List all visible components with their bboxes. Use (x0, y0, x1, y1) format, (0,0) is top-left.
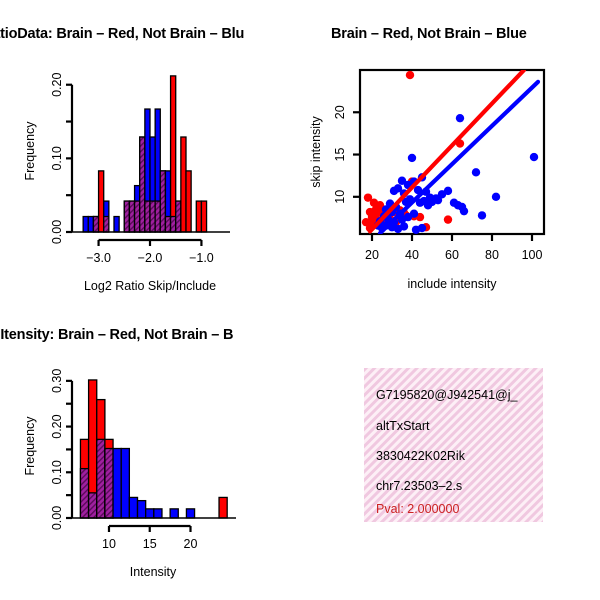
svg-text:0.20: 0.20 (50, 73, 64, 97)
svg-text:Frequency: Frequency (23, 416, 37, 476)
scatter-panel: 10 15 20 20 40 60 80 100 include intensity skip i… (300, 48, 600, 308)
svg-text:Log2 Ratio Skip/Include: Log2 Ratio Skip/Include (84, 279, 216, 293)
info-line-pval: Pval: 2.000000 (376, 502, 460, 516)
info-line-3: 3830422K02Rik (376, 449, 465, 463)
svg-text:−3.0: −3.0 (86, 251, 111, 265)
svg-text:40: 40 (405, 248, 419, 262)
svg-text:10: 10 (102, 537, 116, 551)
svg-text:Intensity: Intensity (130, 565, 177, 579)
gene-info-panel: G7195820@J942541@j_ altTxStart 3830422K0… (364, 368, 543, 522)
svg-text:10: 10 (333, 190, 347, 204)
svg-text:15: 15 (143, 537, 157, 551)
svg-text:20: 20 (365, 248, 379, 262)
svg-text:60: 60 (445, 248, 459, 262)
info-line-2: altTxStart (376, 419, 430, 433)
svg-text:0.10: 0.10 (50, 146, 64, 170)
svg-text:skip intensity: skip intensity (309, 115, 323, 187)
gene-intensity-panel: 0.00 0.10 0.20 0.30 10 15 20 Intensity Frequency (0, 350, 300, 600)
ratio-histogram-panel: 0.00 0.10 0.20 −3.0 −2.0 −1.0 Log2 Ratio Skip/… (0, 48, 300, 308)
svg-text:100: 100 (522, 248, 543, 262)
gene-intensity-title: ne Itensity: Brain – Red, Not Brain – B (0, 327, 234, 343)
svg-text:Frequency: Frequency (23, 121, 37, 181)
info-line-4: chr7.23503–2.s (376, 479, 463, 493)
svg-text:−1.0: −1.0 (189, 251, 214, 265)
info-panel-hatch (364, 368, 543, 522)
svg-text:0.30: 0.30 (50, 369, 64, 393)
svg-text:20: 20 (333, 105, 347, 119)
ratio-histogram-title: RatioData: Brain – Red, Not Brain – Blu (0, 26, 245, 42)
info-line-1: G7195820@J942541@j_ (376, 388, 518, 402)
svg-text:15: 15 (333, 148, 347, 162)
svg-text:80: 80 (485, 248, 499, 262)
svg-text:0.00: 0.00 (50, 506, 64, 530)
gene-intensity-svg: 0.00 0.10 0.20 0.30 10 15 20 Intensity Frequency (23, 369, 236, 579)
scatter-svg: 10 15 20 20 40 60 80 100 include intensity skip i… (309, 68, 546, 291)
svg-text:20: 20 (184, 537, 198, 551)
svg-text:0.20: 0.20 (50, 414, 64, 438)
scatter-title: Brain – Red, Not Brain – Blue (331, 26, 527, 42)
ratio-histogram-svg: 0.00 0.10 0.20 −3.0 −2.0 −1.0 Log2 Ratio Skip/… (23, 73, 230, 293)
svg-text:include intensity: include intensity (408, 277, 498, 291)
svg-text:−2.0: −2.0 (138, 251, 163, 265)
svg-text:0.00: 0.00 (50, 220, 64, 244)
svg-text:0.10: 0.10 (50, 460, 64, 484)
